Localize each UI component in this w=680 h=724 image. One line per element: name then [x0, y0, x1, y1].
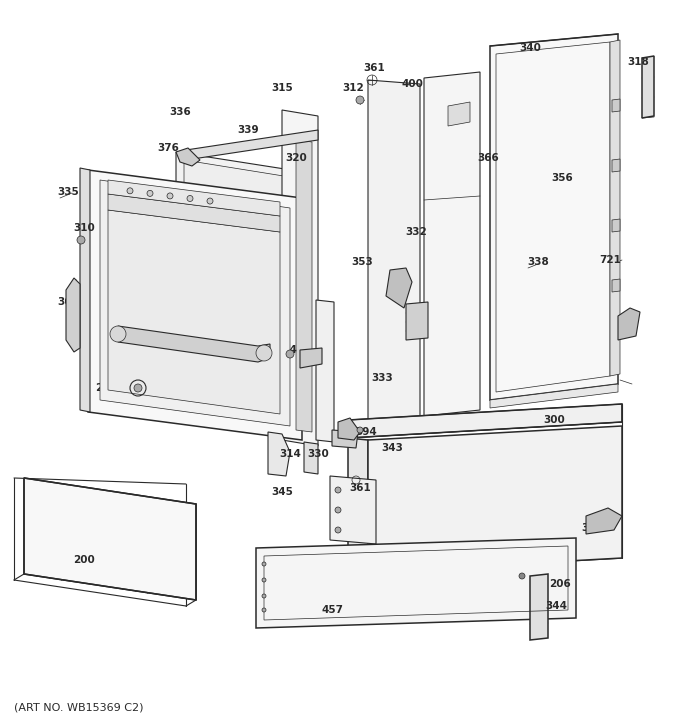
Circle shape [335, 487, 341, 493]
Text: 344: 344 [545, 601, 567, 611]
Polygon shape [348, 438, 368, 572]
Text: 361: 361 [363, 63, 385, 73]
Circle shape [356, 96, 364, 104]
Circle shape [207, 198, 213, 204]
Circle shape [147, 190, 153, 196]
Circle shape [187, 195, 193, 201]
Text: 394: 394 [355, 427, 377, 437]
Text: 332: 332 [405, 227, 427, 237]
Polygon shape [108, 210, 280, 414]
Text: 400: 400 [401, 79, 423, 89]
Polygon shape [118, 326, 270, 362]
Polygon shape [88, 170, 302, 440]
Circle shape [357, 427, 363, 433]
Circle shape [262, 608, 266, 612]
Polygon shape [24, 478, 196, 600]
Text: 340: 340 [519, 43, 541, 53]
Polygon shape [386, 268, 412, 308]
Polygon shape [256, 538, 576, 628]
Text: 333: 333 [371, 373, 393, 383]
Polygon shape [612, 219, 620, 232]
Polygon shape [368, 426, 622, 572]
Polygon shape [338, 418, 360, 440]
Polygon shape [108, 180, 280, 216]
Circle shape [77, 236, 85, 244]
Text: 338: 338 [527, 257, 549, 267]
Circle shape [286, 350, 294, 358]
Polygon shape [304, 442, 318, 474]
Text: 366: 366 [477, 153, 499, 163]
Circle shape [134, 384, 142, 392]
Polygon shape [612, 159, 620, 172]
Text: 345: 345 [271, 487, 293, 497]
Polygon shape [642, 56, 654, 118]
Polygon shape [80, 168, 90, 412]
Circle shape [262, 578, 266, 582]
Text: 317: 317 [137, 191, 159, 201]
Polygon shape [490, 34, 618, 400]
Circle shape [335, 507, 341, 513]
Text: 330: 330 [307, 449, 329, 459]
Polygon shape [332, 430, 358, 448]
Text: 335: 335 [57, 187, 79, 197]
Text: 343: 343 [581, 523, 603, 533]
Polygon shape [176, 148, 200, 166]
Text: 353: 353 [351, 257, 373, 267]
Text: 200: 200 [73, 555, 95, 565]
Polygon shape [316, 300, 334, 442]
Text: 300: 300 [543, 415, 565, 425]
Text: 457: 457 [321, 605, 343, 615]
Polygon shape [618, 308, 640, 340]
Text: 336: 336 [169, 107, 191, 117]
Text: 376: 376 [157, 143, 179, 153]
Polygon shape [530, 574, 548, 640]
Polygon shape [330, 476, 376, 544]
Polygon shape [108, 194, 280, 232]
Text: 206: 206 [549, 579, 571, 589]
Text: 365: 365 [57, 297, 79, 307]
Polygon shape [176, 152, 304, 440]
Circle shape [256, 345, 272, 361]
Text: 91: 91 [413, 303, 427, 313]
Text: 312: 312 [342, 83, 364, 93]
Polygon shape [268, 432, 290, 476]
Text: (ART NO. WB15369 C2): (ART NO. WB15369 C2) [14, 703, 143, 713]
Polygon shape [612, 279, 620, 292]
Circle shape [262, 562, 266, 566]
Circle shape [519, 573, 525, 579]
Text: 2000: 2000 [95, 383, 124, 393]
Text: 310: 310 [73, 223, 95, 233]
Circle shape [335, 527, 341, 533]
Text: 320: 320 [285, 153, 307, 163]
Polygon shape [66, 278, 80, 352]
Polygon shape [186, 130, 318, 160]
Polygon shape [348, 404, 622, 438]
Circle shape [167, 193, 173, 199]
Circle shape [262, 594, 266, 598]
Polygon shape [612, 99, 620, 112]
Circle shape [110, 326, 126, 342]
Text: 314: 314 [279, 449, 301, 459]
Text: 356: 356 [551, 173, 573, 183]
Polygon shape [586, 508, 622, 534]
Text: 721: 721 [599, 255, 621, 265]
Polygon shape [424, 72, 480, 416]
Text: 339: 339 [237, 125, 259, 135]
Polygon shape [610, 40, 620, 376]
Polygon shape [100, 180, 290, 426]
Polygon shape [296, 140, 312, 432]
Polygon shape [282, 110, 318, 446]
Polygon shape [490, 384, 618, 408]
Text: 361: 361 [349, 483, 371, 493]
Text: 315: 315 [271, 83, 293, 93]
Circle shape [127, 188, 133, 194]
Text: 354: 354 [275, 345, 297, 355]
Text: 318: 318 [627, 57, 649, 67]
Text: 343: 343 [381, 443, 403, 453]
Polygon shape [368, 80, 420, 424]
Polygon shape [448, 102, 470, 126]
Polygon shape [300, 348, 322, 368]
Polygon shape [184, 160, 296, 430]
Polygon shape [406, 302, 428, 340]
